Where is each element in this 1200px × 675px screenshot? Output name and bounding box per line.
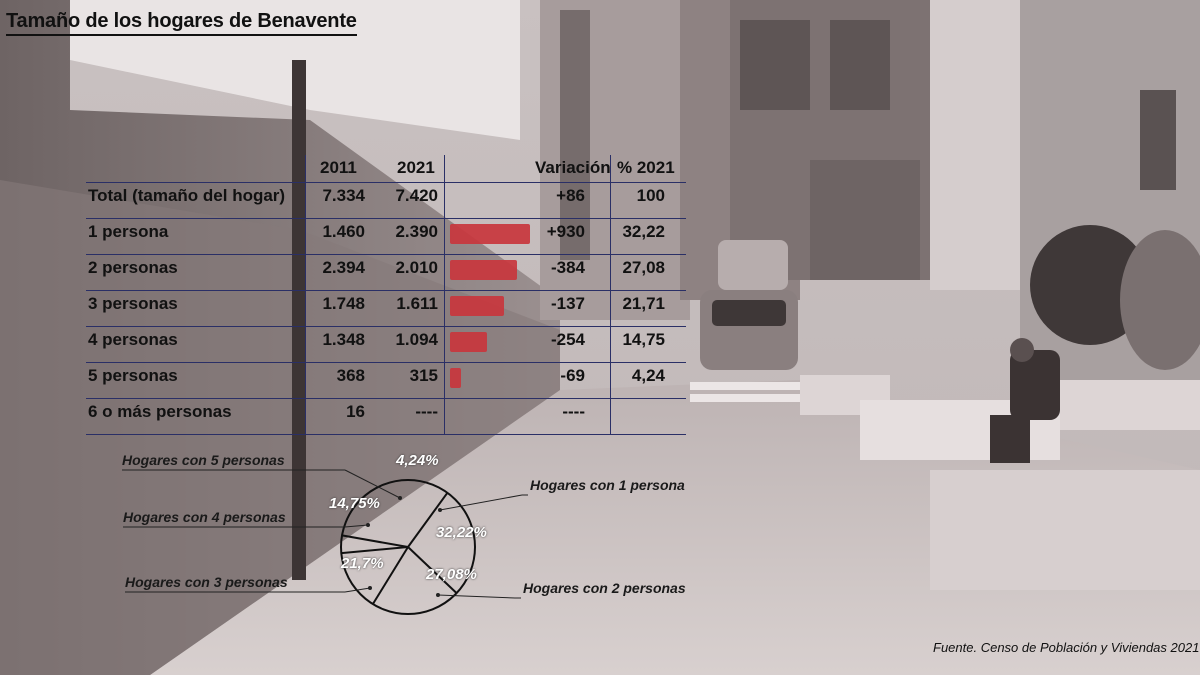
grid-hline: [86, 218, 686, 219]
pie-pct-4: 14,75%: [329, 495, 380, 512]
source-note: Fuente. Censo de Población y Viviendas 2…: [933, 640, 1200, 655]
pie-leader-dot-1: [438, 508, 442, 512]
pie-slice-1-edge: [341, 534, 409, 548]
row-label: 6 o más personas: [88, 402, 232, 421]
cell-pct-2021: 32,22: [622, 222, 665, 241]
pie-label-1: Hogares con 1 persona: [530, 477, 685, 493]
pie-pct-3: 21,7%: [341, 555, 384, 572]
header-variation: Variación: [535, 158, 611, 177]
grid-hline: [86, 434, 686, 435]
grid-hline: [86, 326, 686, 327]
bar-1: [450, 224, 530, 244]
pie-slice-4-edge: [372, 546, 409, 605]
data-table: 2011 2021 Variación % 2021 Total (tamaño…: [0, 0, 700, 440]
grid-vline: [305, 155, 306, 435]
row-label: 4 personas: [88, 330, 178, 349]
bar-4: [450, 332, 487, 352]
cell-2011: 1.460: [322, 222, 365, 241]
pie-leader-dot-3: [368, 586, 372, 590]
cell-2011: 1.348: [322, 330, 365, 349]
cell-variation: -69: [560, 366, 585, 385]
bar-2: [450, 260, 518, 280]
pie-label-2: Hogares con 2 personas: [523, 580, 686, 596]
cell-2021: 1.611: [396, 294, 438, 313]
pie-leader-4: [344, 524, 369, 528]
cell-pct-2021: 4,24: [631, 366, 665, 385]
cell-variation: ----: [562, 402, 585, 421]
cell-2011: 1.748: [322, 294, 365, 313]
pie-chart: Hogares con 1 persona 32,22% Hogares con 2…: [0, 440, 720, 675]
header-pct-2021: % 2021: [617, 158, 675, 177]
cell-2021: 315: [409, 366, 438, 385]
cell-2011: 16: [346, 402, 365, 421]
grid-hline: [86, 290, 686, 291]
cell-variation: +930: [546, 222, 585, 241]
cell-2021: 1.094: [395, 330, 438, 349]
chart-title: Tamaño de los hogares de Benavente: [6, 10, 357, 36]
grid-vline: [444, 155, 445, 435]
grid-hline: [86, 182, 686, 183]
pie-slice-5-edge: [341, 546, 409, 555]
cell-pct-2021: 27,08: [622, 258, 665, 277]
cell-variation: -254: [550, 330, 585, 349]
row-label: Total (tamaño del hogar): [88, 186, 286, 205]
pie-chart-svg: [122, 469, 528, 615]
pie-slice-3-edge: [407, 546, 458, 594]
pie-pct-2: 27,08%: [426, 566, 477, 583]
pie-leader-dot-2: [436, 593, 440, 597]
cell-2011: 7.334: [322, 186, 365, 205]
cell-pct-2021: 14,75: [622, 330, 665, 349]
pie-label-4: Hogares con 4 personas: [123, 509, 286, 525]
pie-pct-1: 32,22%: [436, 524, 487, 541]
cell-variation: -137: [550, 294, 585, 313]
row-label: 2 personas: [88, 258, 178, 277]
grid-hline: [86, 254, 686, 255]
row-label: 3 personas: [88, 294, 178, 313]
cell-2021: ----: [415, 402, 438, 421]
pie-leader-3: [344, 587, 371, 593]
header-2021: 2021: [397, 158, 435, 177]
pie-slice-2-edge: [407, 492, 449, 548]
pie-leader-5: [344, 469, 401, 499]
bar-5: [450, 368, 461, 388]
cell-2011: 2.394: [322, 258, 365, 277]
cell-variation: -384: [550, 258, 585, 277]
cell-variation: +86: [556, 186, 585, 205]
grid-vline: [610, 155, 611, 435]
pie-label-5: Hogares con 5 personas: [122, 452, 285, 468]
cell-2021: 2.010: [395, 258, 438, 277]
pie-leader-dot-5: [398, 496, 402, 500]
bar-3: [450, 296, 504, 316]
pie-pct-5: 4,24%: [396, 452, 439, 469]
pie-leader-dot-4: [366, 523, 370, 527]
cell-2011: 368: [336, 366, 365, 385]
cell-2021: 7.420: [395, 186, 438, 205]
pie-leader-1: [439, 494, 523, 511]
pie-leader-2: [437, 594, 516, 599]
cell-pct-2021: 21,71: [622, 294, 665, 313]
cell-pct-2021: 100: [636, 186, 665, 205]
cell-2021: 2.390: [395, 222, 438, 241]
row-label: 5 personas: [88, 366, 178, 385]
pie-outline: [340, 479, 476, 615]
grid-hline: [86, 362, 686, 363]
header-2011: 2011: [320, 158, 357, 177]
pie-label-3: Hogares con 3 personas: [125, 574, 288, 590]
grid-hline: [86, 398, 686, 399]
row-label: 1 persona: [88, 222, 169, 241]
